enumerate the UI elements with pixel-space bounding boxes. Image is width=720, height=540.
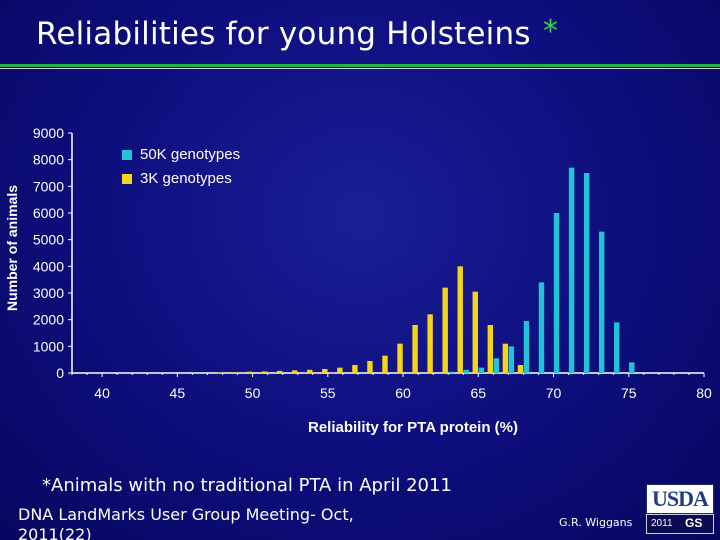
title-asterisk: * [543,14,558,49]
bar-3k-genotypes [412,325,418,373]
legend-label-3k: 3K genotypes [140,170,232,187]
logo-year: 2011 [651,518,673,529]
bar-50k-genotypes [583,173,590,373]
usda-logo: USDA 2011 GS [646,484,714,534]
y-tick-label: 1000 [33,338,64,354]
footnote: *Animals with no traditional PTA in Apri… [42,475,452,496]
bar-50k-genotypes [448,371,454,373]
bar-3k-genotypes [337,367,343,373]
bar-3k-genotypes [322,369,328,373]
logo-mark: GS [685,516,703,530]
x-tick-label: 40 [94,385,110,401]
bar-50k-genotypes [478,367,485,373]
y-tick-label: 7000 [33,178,64,194]
x-tick-label: 55 [320,385,336,401]
bar-50k-genotypes [614,322,620,373]
x-tick-label: 70 [546,385,562,401]
bar-3k-genotypes [382,355,388,373]
bar-3k-genotypes [487,325,494,373]
legend-swatch-3k [122,174,132,184]
bar-3k-genotypes [216,372,223,374]
bar-3k-genotypes [517,365,524,373]
title-rule-green [0,64,720,67]
bar-3k-genotypes [427,314,433,373]
slide-title: Reliabilities for young Holsteins [36,16,531,52]
bar-50k-genotypes [538,282,545,373]
bar-3k-genotypes [307,369,313,373]
y-tick-label: 9000 [33,125,64,141]
bar-3k-genotypes [231,372,238,373]
y-tick-label: 4000 [33,258,64,274]
y-axis-label: Number of animals [4,185,20,311]
bar-3k-genotypes [261,371,268,373]
bar-50k-genotypes [598,231,605,373]
x-tick-label: 60 [395,385,411,401]
bar-3k-genotypes [472,291,478,373]
label-layer: Number of animals Reliability for PTA pr… [4,185,518,436]
bar-50k-genotypes [508,346,515,373]
bar-3k-genotypes [352,365,358,373]
logo-top: USDA [646,484,714,514]
logo-text: USDA [652,486,709,511]
y-tick-label: 6000 [33,205,64,221]
bar-50k-genotypes [493,358,500,373]
axis-layer: 9000 8000 7000 6000 5000 4000 3000 2000 1000 0 40 4… [33,125,712,401]
bar-layer [216,167,635,374]
bar-3k-genotypes [442,287,448,373]
bar-3k-genotypes [397,343,403,373]
y-tick-label: 8000 [33,152,64,168]
bar-3k-genotypes [367,361,373,373]
y-tick-label: 0 [56,365,64,381]
bar-3k-genotypes [246,371,253,373]
bar-3k-genotypes [502,343,509,373]
logo-bottom: 2011 GS [646,514,714,534]
title-rule-white [0,68,720,69]
y-tick-label: 2000 [33,312,64,328]
x-tick-label: 65 [470,385,486,401]
legend: 50K genotypes 3K genotypes [122,146,240,187]
x-axis-label: Reliability for PTA protein (%) [308,419,518,436]
bar-50k-genotypes [568,167,575,373]
x-tick-label: 75 [621,385,637,401]
bar-50k-genotypes [629,362,635,373]
legend-swatch-50k [122,150,132,160]
bar-3k-genotypes [276,370,283,373]
x-tick-label: 45 [170,385,186,401]
bar-3k-genotypes [457,266,463,373]
x-tick-label: 80 [696,385,712,401]
footer-meeting: DNA LandMarks User Group Meeting- Oct, 2… [18,505,354,540]
bar-3k-genotypes [291,370,298,373]
y-tick-label: 3000 [33,285,64,301]
bar-50k-genotypes [463,369,469,373]
bar-50k-genotypes [553,213,560,373]
x-tick-label: 50 [245,385,261,401]
legend-label-50k: 50K genotypes [140,146,240,163]
footer-author: G.R. Wiggans [559,516,633,529]
bar-50k-genotypes [523,321,530,373]
y-tick-label: 5000 [33,232,64,248]
